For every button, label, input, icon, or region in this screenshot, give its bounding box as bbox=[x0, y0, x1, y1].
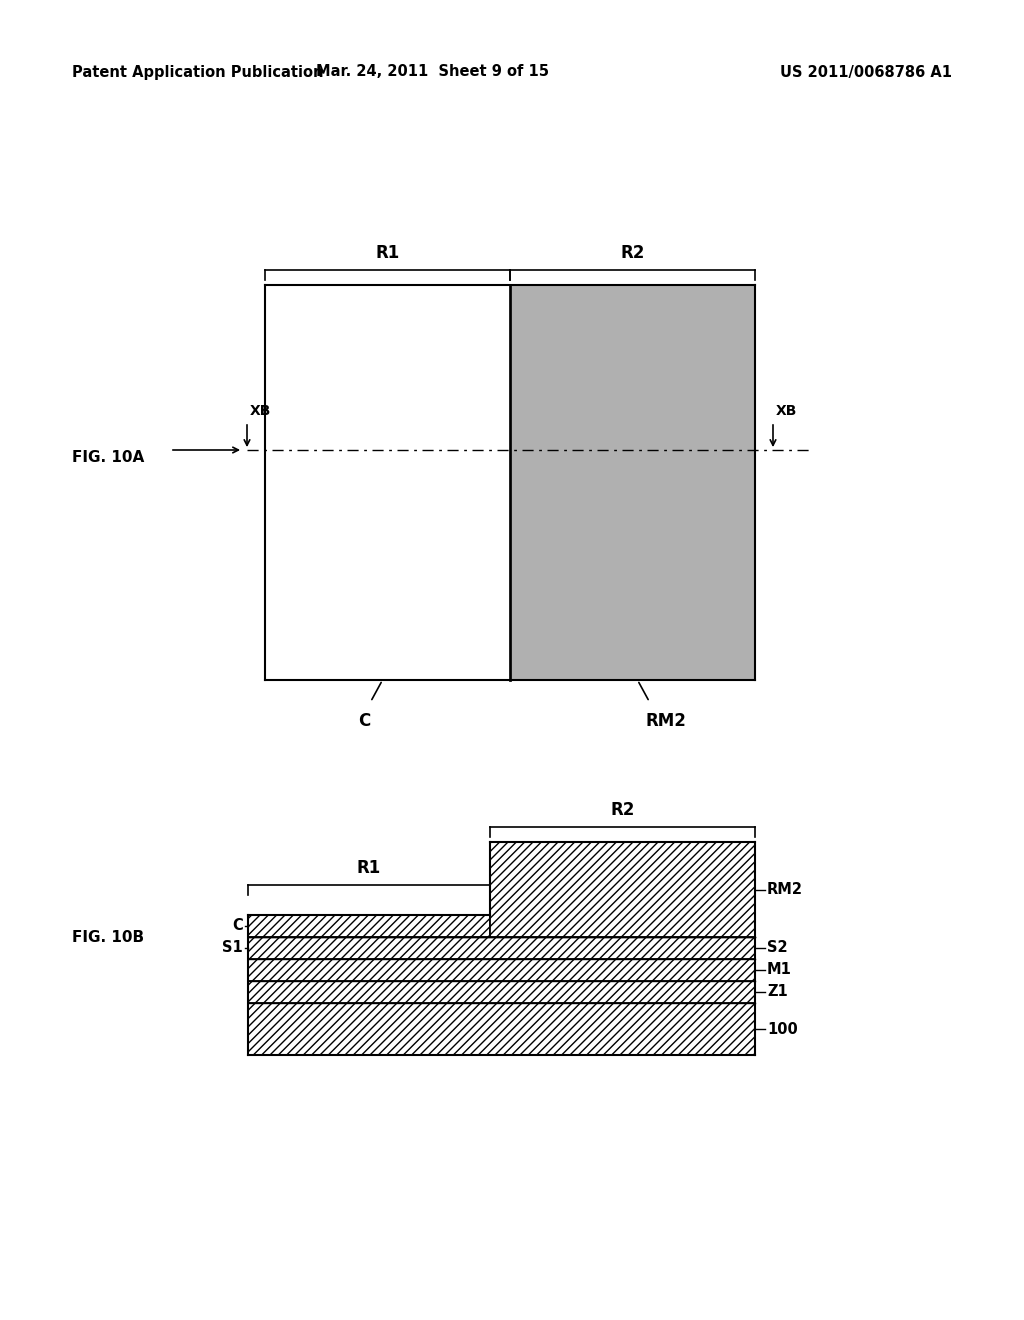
Text: Mar. 24, 2011  Sheet 9 of 15: Mar. 24, 2011 Sheet 9 of 15 bbox=[315, 65, 549, 79]
Text: S2: S2 bbox=[767, 940, 787, 956]
Bar bbox=[510, 285, 755, 680]
Text: R2: R2 bbox=[610, 801, 635, 818]
Text: 100: 100 bbox=[767, 1022, 798, 1036]
Text: S1: S1 bbox=[222, 940, 243, 956]
Text: XB: XB bbox=[250, 404, 271, 418]
Bar bbox=[248, 915, 490, 937]
Text: XB: XB bbox=[776, 404, 798, 418]
Text: R1: R1 bbox=[376, 244, 399, 261]
Bar bbox=[248, 1003, 755, 1055]
Bar bbox=[248, 981, 755, 1003]
Text: RM2: RM2 bbox=[645, 711, 686, 730]
Text: FIG. 10B: FIG. 10B bbox=[72, 929, 144, 945]
Text: M1: M1 bbox=[767, 962, 792, 978]
Text: R2: R2 bbox=[621, 244, 645, 261]
Text: C: C bbox=[358, 711, 371, 730]
Text: Z1: Z1 bbox=[767, 985, 787, 999]
Bar bbox=[265, 285, 510, 680]
Text: Patent Application Publication: Patent Application Publication bbox=[72, 65, 324, 79]
Text: R1: R1 bbox=[357, 859, 381, 876]
Bar bbox=[248, 937, 755, 960]
Bar bbox=[248, 960, 755, 981]
Bar bbox=[490, 842, 755, 937]
Text: C: C bbox=[232, 919, 243, 933]
Text: FIG. 10A: FIG. 10A bbox=[72, 450, 144, 466]
Text: US 2011/0068786 A1: US 2011/0068786 A1 bbox=[780, 65, 952, 79]
Text: RM2: RM2 bbox=[767, 882, 803, 898]
